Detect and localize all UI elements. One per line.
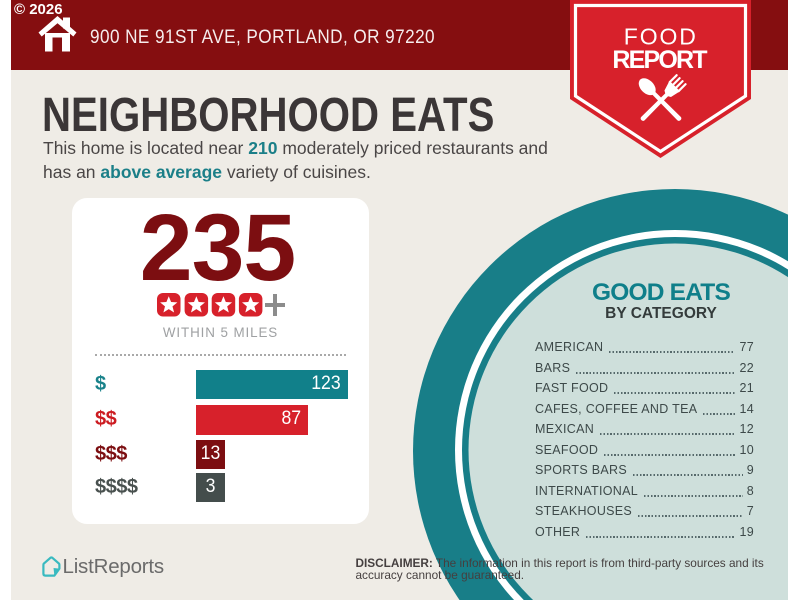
svg-text:FOOD: FOOD [624, 23, 698, 49]
svg-text:REPORT: REPORT [612, 46, 707, 74]
